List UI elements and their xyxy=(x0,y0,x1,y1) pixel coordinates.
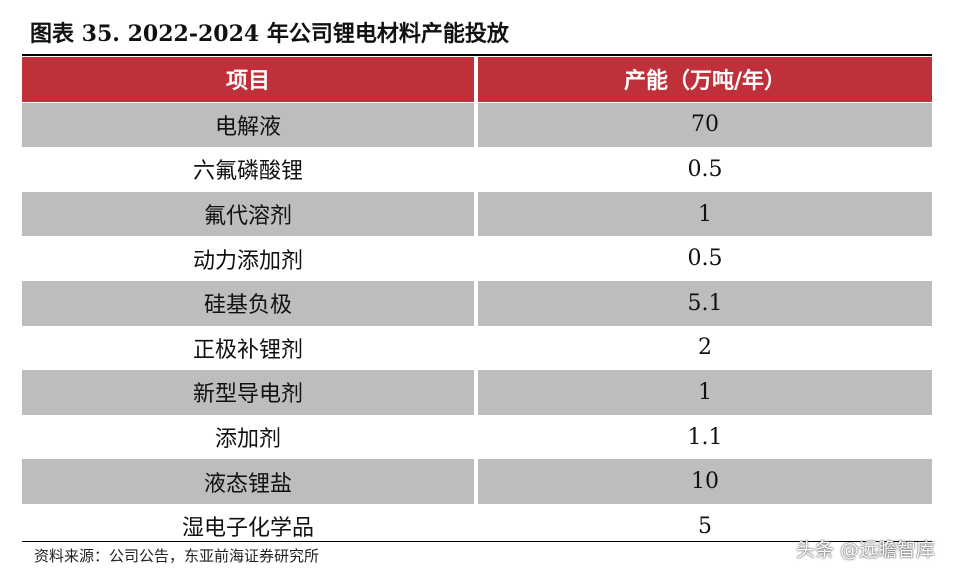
capacity-cell: 1.1 xyxy=(478,414,932,460)
item-cell: 新型导电剂 xyxy=(22,370,474,415)
column-separator xyxy=(474,325,478,371)
column-separator xyxy=(474,191,478,237)
capacity-cell: 2 xyxy=(478,325,932,371)
capacity-cell: 0.5 xyxy=(478,236,932,281)
column-separator xyxy=(474,280,478,326)
column-separator xyxy=(474,57,478,102)
header-item: 项目 xyxy=(22,57,474,102)
column-separator xyxy=(474,503,478,549)
column-separator xyxy=(474,102,478,148)
item-cell: 六氟磷酸锂 xyxy=(22,147,474,192)
capacity-table: 项目 产能（万吨/年） 电解液 70 六氟磷酸锂 0.5 氟代溶剂 1 动力添加… xyxy=(22,57,932,549)
column-separator xyxy=(474,236,478,281)
column-separator xyxy=(474,459,478,504)
capacity-cell: 70 xyxy=(478,102,932,148)
capacity-cell: 10 xyxy=(478,459,932,504)
item-cell: 电解液 xyxy=(22,102,474,148)
column-separator xyxy=(474,147,478,192)
capacity-cell: 5.1 xyxy=(478,280,932,326)
table-row: 氟代溶剂 1 xyxy=(22,191,932,237)
item-cell: 氟代溶剂 xyxy=(22,191,474,237)
item-cell: 动力添加剂 xyxy=(22,236,474,281)
table-row: 硅基负极 5.1 xyxy=(22,280,932,326)
item-cell: 液态锂盐 xyxy=(22,459,474,504)
title-rule xyxy=(22,54,932,56)
table-row: 正极补锂剂 2 xyxy=(22,325,932,371)
table-row: 液态锂盐 10 xyxy=(22,459,932,504)
source-note: 资料来源：公司公告，东亚前海证券研究所 xyxy=(34,547,320,565)
table-header-row: 项目 产能（万吨/年） xyxy=(22,57,932,102)
table-row: 添加剂 1.1 xyxy=(22,414,932,460)
table-row: 六氟磷酸锂 0.5 xyxy=(22,147,932,192)
watermark: 头条 @远瞻智库 xyxy=(795,539,935,561)
column-separator xyxy=(474,414,478,460)
item-cell: 正极补锂剂 xyxy=(22,325,474,371)
column-separator xyxy=(474,370,478,415)
table-bottom-rule xyxy=(22,541,932,542)
capacity-cell: 1 xyxy=(478,191,932,237)
table-row: 动力添加剂 0.5 xyxy=(22,236,932,281)
item-cell: 硅基负极 xyxy=(22,280,474,326)
capacity-cell: 1 xyxy=(478,370,932,415)
header-capacity: 产能（万吨/年） xyxy=(478,57,932,102)
table-row: 新型导电剂 1 xyxy=(22,370,932,415)
table-row: 电解液 70 xyxy=(22,102,932,148)
row-divider xyxy=(22,101,932,103)
item-cell: 添加剂 xyxy=(22,414,474,460)
capacity-cell: 0.5 xyxy=(478,147,932,192)
chart-title: 图表 35. 2022-2024 年公司锂电材料产能投放 xyxy=(30,21,509,47)
